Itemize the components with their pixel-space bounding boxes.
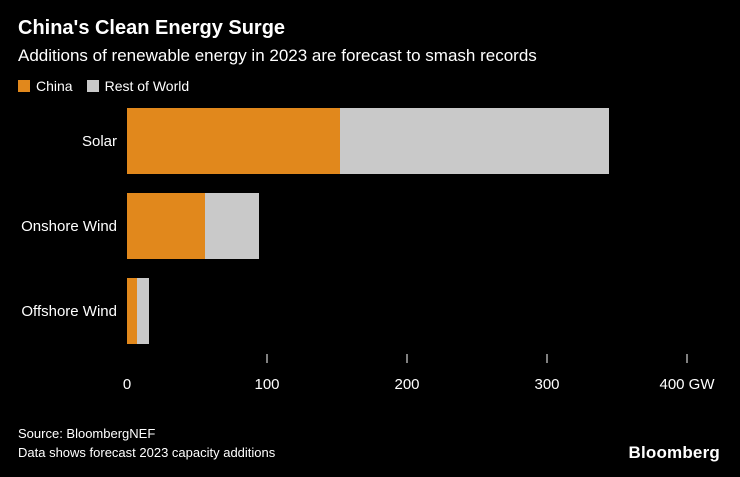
bloomberg-logo: Bloomberg: [628, 443, 720, 462]
bar-segment-rest-of-world: [339, 108, 609, 174]
bar-segment-rest-of-world: [205, 193, 259, 259]
x-tick: [546, 354, 548, 363]
chart-row: Solar: [0, 108, 740, 174]
bar-segment-rest-of-world: [136, 278, 150, 344]
legend-item: Rest of World: [86, 78, 190, 94]
x-tick-label: 400 GW: [659, 376, 715, 393]
x-tick-label: 200: [394, 376, 420, 393]
bar-track: [127, 108, 687, 174]
chart-row: Offshore Wind: [0, 278, 740, 344]
source-line-1: Source: BloombergNEF: [18, 426, 156, 442]
legend-item: China: [18, 78, 73, 94]
x-tick-label: 300: [534, 376, 560, 393]
category-label: Offshore Wind: [21, 302, 117, 320]
source-note: Source: BloombergNEF Data shows forecast…: [18, 425, 275, 463]
legend-label: China: [36, 78, 73, 94]
x-tick: [266, 354, 268, 363]
chart-legend: China Rest of World: [18, 78, 720, 94]
bar-track: [127, 278, 687, 344]
x-tick-label: 0: [122, 376, 132, 393]
bar-segment-china: [127, 193, 206, 259]
source-line-2: Data shows forecast 2023 capacity additi…: [18, 445, 276, 461]
chart-subtitle: Additions of renewable energy in 2023 ar…: [18, 46, 537, 65]
category-label: Solar: [81, 132, 117, 150]
x-tick: [406, 354, 408, 363]
x-axis: 0 100 200 300 400 GW: [123, 354, 715, 400]
chart-footer: Source: BloombergNEF Data shows forecast…: [18, 425, 720, 463]
chart-header: China's Clean Energy Surge Additions of …: [0, 0, 740, 94]
chart-title: China's Clean Energy Surge: [18, 17, 286, 39]
bar-segment-china: [127, 278, 137, 344]
bar-segment-china: [127, 108, 340, 174]
bar-chart: Solar Onshore Wind Offshore Wind 0 100 200 30…: [0, 108, 740, 400]
x-tick-label: 100: [254, 376, 280, 393]
legend-label: Rest of World: [104, 78, 190, 94]
legend-swatch-icon: [86, 80, 99, 92]
legend-swatch-icon: [18, 80, 30, 92]
plot-area: Solar Onshore Wind Offshore Wind: [0, 108, 740, 344]
bar-track: [127, 193, 687, 259]
category-label: Onshore Wind: [21, 217, 117, 235]
chart-row: Onshore Wind: [0, 193, 740, 259]
x-tick: [686, 354, 688, 363]
